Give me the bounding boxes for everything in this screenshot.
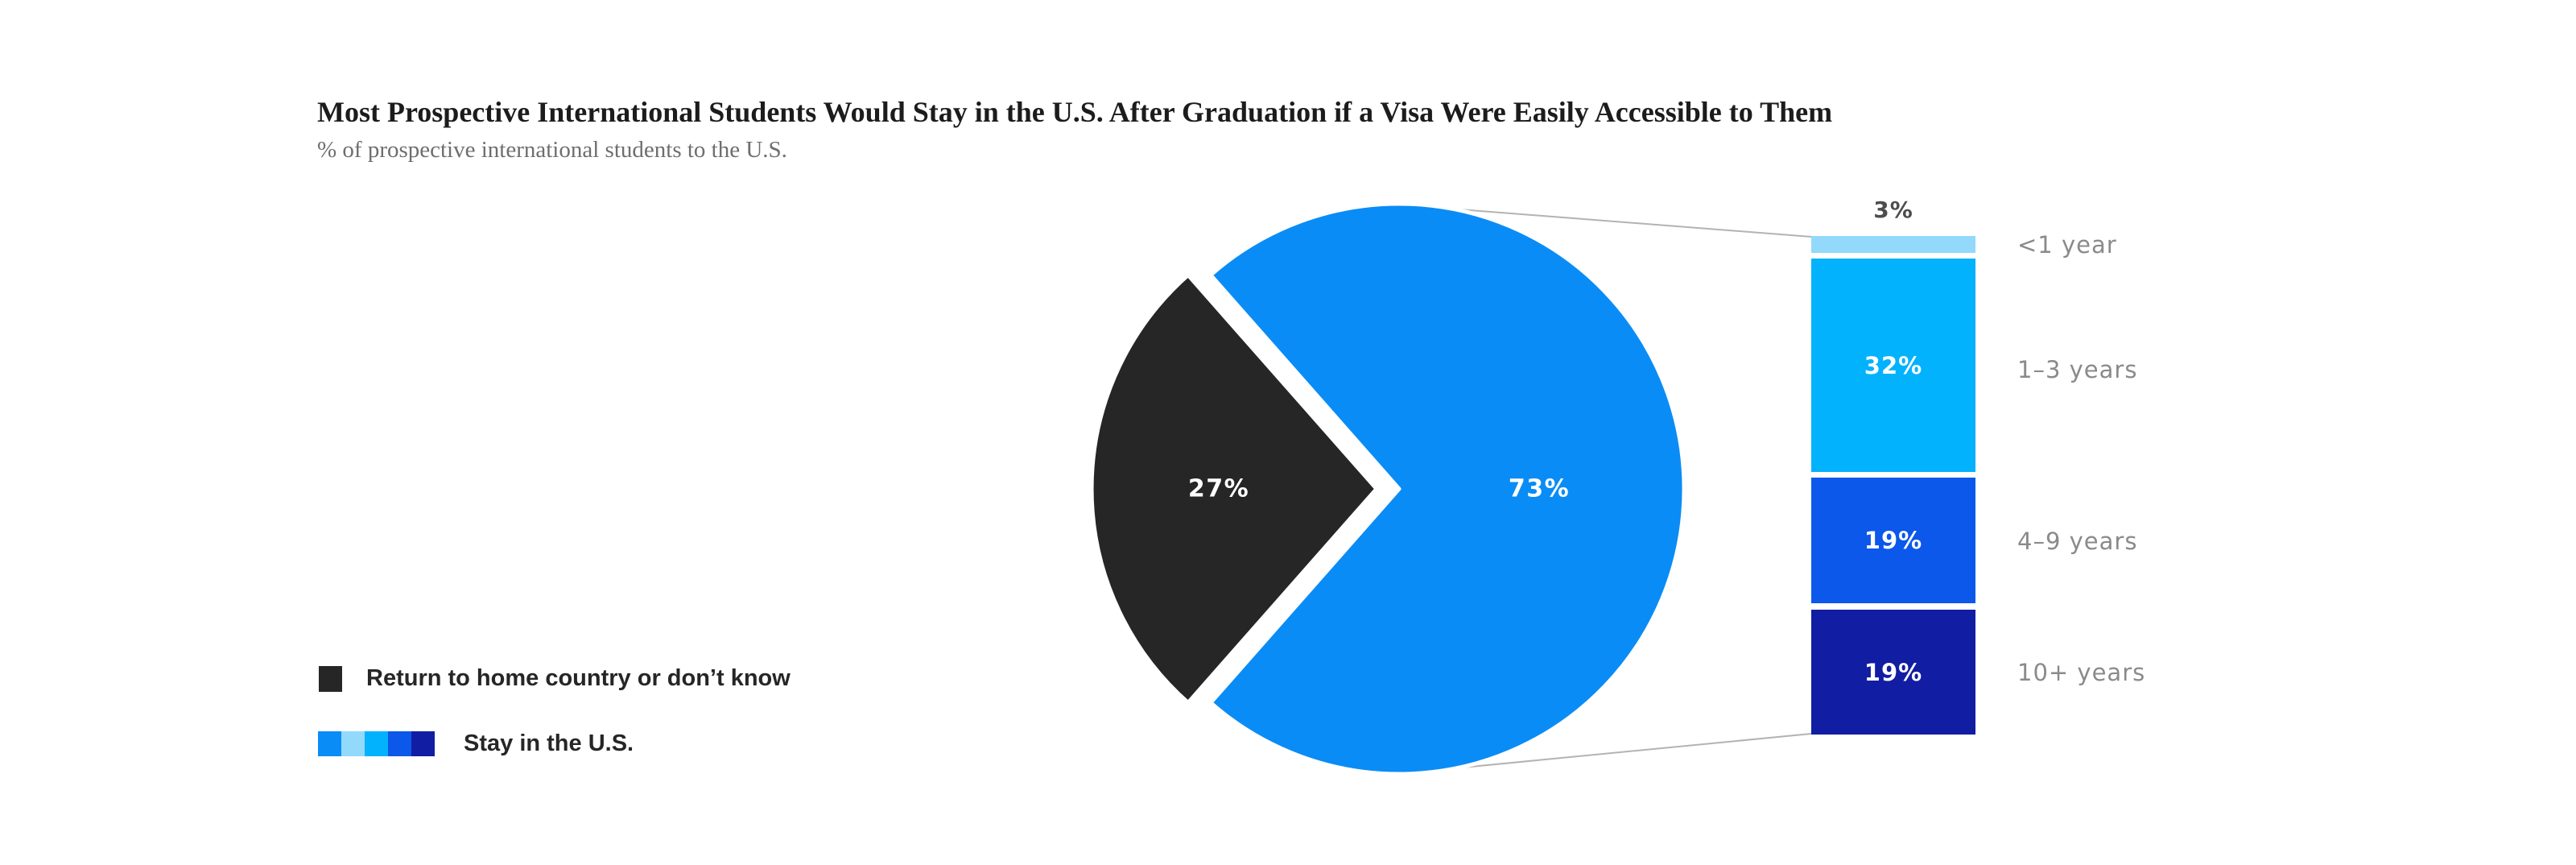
pie-slice-label-stay: 73% — [1508, 474, 1571, 503]
category-label-4-9years: 4–9 years — [2017, 528, 2138, 555]
bar-segment-value-1-3years: 32% — [1864, 351, 1923, 379]
legend-swatch-return — [319, 665, 342, 692]
bar-segment-lt1year[interactable] — [1811, 236, 1975, 253]
bar-segment-4-9years[interactable]: 19% — [1811, 478, 1975, 603]
bar-segment-value-10plus-years: 19% — [1864, 658, 1923, 686]
chart-title: Most Prospective International Students … — [317, 96, 1833, 128]
category-label-lt1year: <1 year — [2017, 231, 2117, 259]
legend-label-stay: Stay in the U.S. — [464, 730, 634, 756]
bar-segment-1-3years[interactable]: 32% — [1811, 259, 1975, 472]
legend-swatch-stay-2 — [341, 731, 365, 756]
category-label-1-3years: 1–3 years — [2017, 356, 2138, 383]
legend-item-stay[interactable]: Stay in the U.S. — [318, 730, 634, 757]
legend-swatch-stay-5 — [411, 731, 435, 756]
legend-swatch-stay-4 — [388, 731, 411, 756]
bar-segment-value-lt1year: 3% — [1873, 197, 1913, 223]
pie-slice-stay[interactable] — [1208, 201, 1686, 776]
chart-subtitle: % of prospective international students … — [317, 137, 787, 163]
connector-line-bottom — [1428, 733, 1812, 772]
legend-item-return[interactable]: Return to home country or don’t know — [319, 665, 791, 692]
connector-line-top — [1428, 206, 1812, 238]
legend-swatch-stay-1 — [318, 731, 341, 756]
pie-slice-label-return: 27% — [1187, 474, 1250, 503]
legend-label-return: Return to home country or don’t know — [366, 665, 791, 691]
legend-swatch-strip-stay — [318, 731, 435, 756]
category-label-10plus-years: 10+ years — [2017, 659, 2146, 686]
pie-slice-return[interactable] — [1089, 273, 1379, 705]
legend-swatch-stay-3 — [365, 731, 388, 756]
bar-segment-10plus-years[interactable]: 19% — [1811, 610, 1975, 735]
bar-segment-value-4-9years: 19% — [1864, 527, 1923, 554]
